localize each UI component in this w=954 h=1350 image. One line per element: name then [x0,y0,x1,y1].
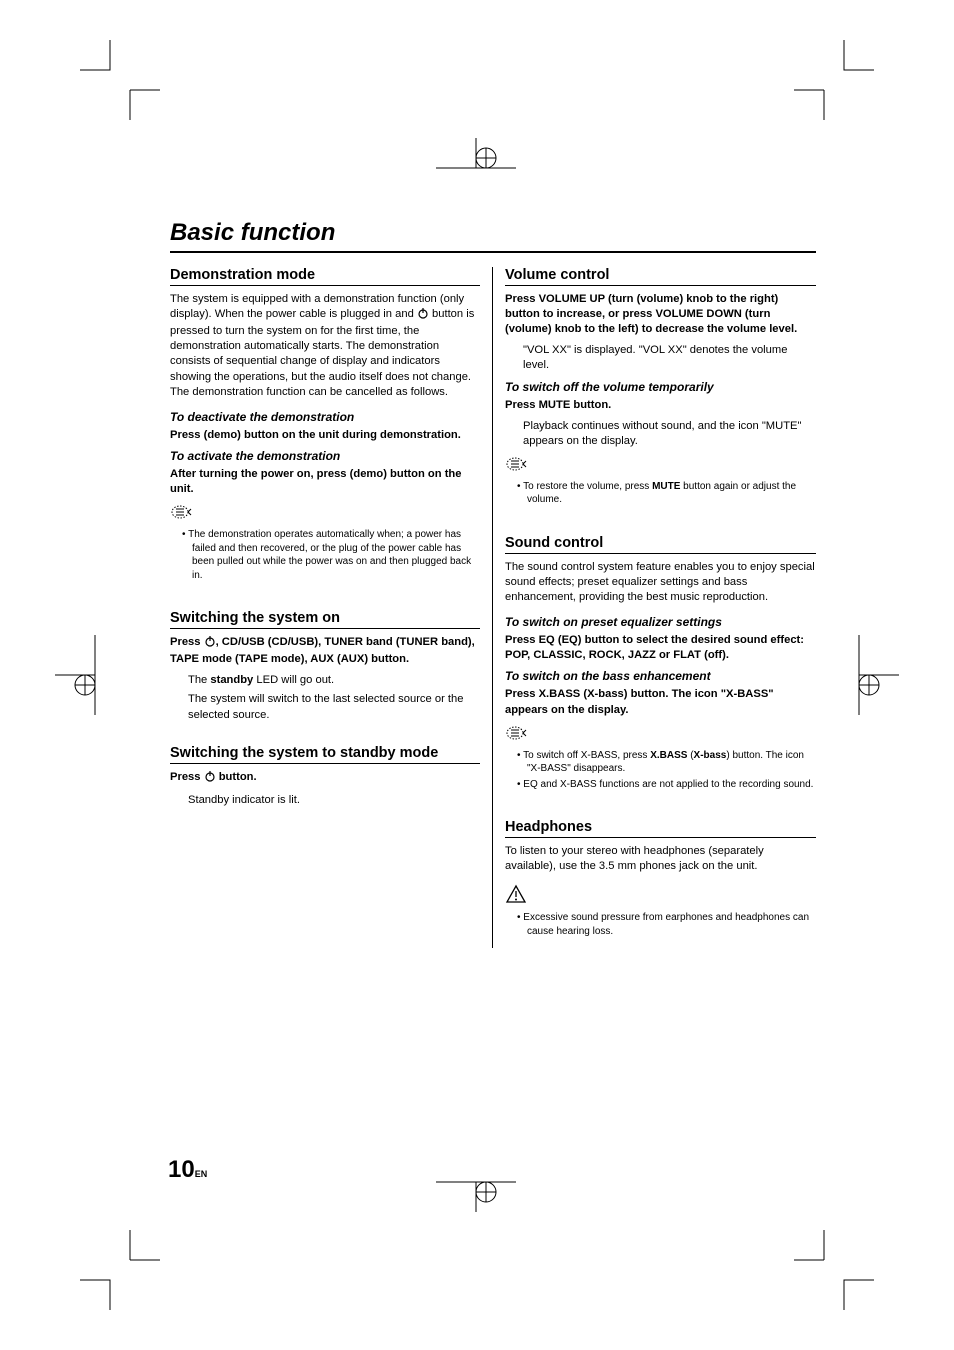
headphones-body: To listen to your stereo with headphones… [505,844,816,874]
standby-indicator-body: Standby indicator is lit. [188,793,480,808]
switching-on-body2: The system will switch to the last selec… [188,692,480,722]
demo-notes: The demonstration operates automatically… [170,528,480,582]
sound-note-1: To switch off X-BASS, press X.BASS (X-ba… [527,749,816,776]
note-icon [505,724,816,747]
demo-note-1: The demonstration operates automatically… [192,528,480,582]
switching-on-instruction: Press , CD/USB (CD/USB), TUNER band (TUN… [170,635,480,667]
eq-instruction: Press EQ (EQ) button to select the desir… [505,633,816,663]
volume-instruction: Press VOLUME UP (turn (volume) knob to t… [505,292,816,337]
sound-note-2: EQ and X-BASS functions are not applied … [527,778,816,792]
headphone-warnings: Excessive sound pressure from earphones … [505,911,816,938]
subheading-deactivate-demo: To deactivate the demonstration [170,410,480,424]
columns: Demonstration mode The system is equippe… [170,267,816,948]
page-title: Basic function [170,219,816,247]
sound-body: The sound control system feature enables… [505,560,816,605]
crop-mark-bottom-left [80,1230,160,1310]
section-rule [505,553,816,554]
demo-mode-body: The system is equipped with a demonstrat… [170,292,480,400]
heading-headphones: Headphones [505,819,816,835]
power-icon [204,770,216,787]
note-icon [505,455,816,478]
activate-demo-instruction: After turning the power on, press (demo)… [170,467,480,497]
crop-mark-top-left [80,40,160,120]
section-rule [170,285,480,286]
standby-led-line: The standby LED will go out. [188,673,480,688]
subheading-volume-off: To switch off the volume temporarily [505,380,816,394]
left-column: Demonstration mode The system is equippe… [170,267,493,948]
mute-instruction: Press MUTE button. [505,398,816,413]
section-rule [170,763,480,764]
registration-mark-bottom [436,1172,516,1212]
volume-result: "VOL XX" is displayed. "VOL XX" denotes … [505,343,816,373]
mute-body: Playback continues without sound, and th… [523,419,816,449]
section-rule [170,628,480,629]
heading-volume-control: Volume control [505,267,816,283]
volume-body: "VOL XX" is displayed. "VOL XX" denotes … [523,343,816,373]
note-icon [170,503,480,526]
right-column: Volume control Press VOLUME UP (turn (vo… [493,267,816,948]
headphone-warning-1: Excessive sound pressure from earphones … [527,911,816,938]
crop-mark-top-right [794,40,874,120]
heading-demonstration-mode: Demonstration mode [170,267,480,283]
switching-standby-instruction: Press button. [170,770,480,787]
page-content: Basic function Demonstration mode The sy… [170,219,816,948]
page-number: 10EN [168,1156,207,1184]
volume-notes: To restore the volume, press MUTE button… [505,480,816,507]
heading-sound-control: Sound control [505,535,816,551]
warning-icon [505,884,816,909]
section-rule [505,285,816,286]
bass-instruction: Press X.BASS (X-bass) button. The icon "… [505,687,816,717]
power-icon [417,307,429,324]
registration-mark-right [849,635,909,715]
deactivate-demo-instruction: Press (demo) button on the unit during d… [170,428,480,443]
heading-switching-standby: Switching the system to standby mode [170,745,480,761]
registration-mark-top [436,138,516,178]
title-rule [170,251,816,253]
section-rule [505,837,816,838]
registration-mark-left [45,635,105,715]
switching-on-result: The standby LED will go out. The system … [170,673,480,722]
subheading-activate-demo: To activate the demonstration [170,449,480,463]
crop-mark-bottom-right [794,1230,874,1310]
subheading-eq: To switch on preset equalizer settings [505,615,816,629]
subheading-bass: To switch on the bass enhancement [505,669,816,683]
power-icon [204,635,216,652]
volume-note-1: To restore the volume, press MUTE button… [527,480,816,507]
heading-switching-on: Switching the system on [170,610,480,626]
switching-standby-result: Standby indicator is lit. [170,793,480,808]
mute-result: Playback continues without sound, and th… [505,419,816,449]
sound-notes: To switch off X-BASS, press X.BASS (X-ba… [505,749,816,792]
